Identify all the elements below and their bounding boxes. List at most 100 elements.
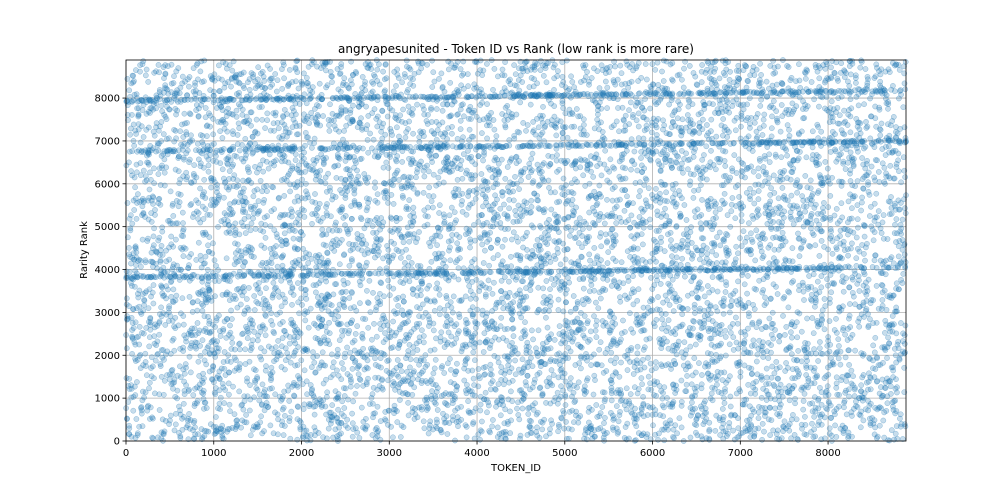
data-point <box>727 403 734 410</box>
data-point <box>243 296 250 302</box>
data-point <box>199 79 205 85</box>
data-point <box>516 129 522 136</box>
data-point <box>769 113 775 120</box>
data-point <box>471 256 478 263</box>
data-point <box>753 358 760 365</box>
data-point <box>513 212 520 219</box>
data-point <box>681 65 687 72</box>
data-point <box>527 101 534 108</box>
data-point <box>698 90 705 97</box>
data-point <box>252 85 259 92</box>
data-point <box>733 314 739 321</box>
data-point <box>631 268 638 274</box>
data-point <box>385 277 392 284</box>
data-point <box>502 236 508 243</box>
data-point <box>384 243 390 249</box>
data-point <box>782 332 788 338</box>
data-point <box>123 375 130 381</box>
data-point <box>848 71 854 78</box>
data-point <box>460 265 467 272</box>
data-point <box>123 345 130 352</box>
data-point <box>150 282 157 288</box>
data-point <box>460 134 466 141</box>
data-point <box>547 91 553 98</box>
data-point <box>463 211 470 218</box>
data-point <box>352 331 359 337</box>
data-point <box>634 297 641 304</box>
data-point <box>425 94 432 100</box>
data-point <box>333 175 340 181</box>
data-point <box>237 301 244 308</box>
data-point <box>593 334 600 340</box>
data-point <box>755 409 762 416</box>
data-point <box>416 371 423 378</box>
data-point <box>784 152 790 159</box>
data-point <box>828 289 835 296</box>
data-point <box>482 339 489 345</box>
data-point <box>858 394 865 400</box>
data-point <box>229 340 236 346</box>
data-point <box>188 201 195 207</box>
data-point <box>766 139 773 146</box>
data-point <box>151 225 157 232</box>
data-point <box>508 236 515 243</box>
data-point <box>152 321 159 328</box>
data-point <box>133 215 140 222</box>
data-point <box>411 231 417 237</box>
data-point <box>242 346 249 353</box>
data-point <box>191 162 198 168</box>
data-point <box>586 81 592 88</box>
data-point <box>319 226 326 233</box>
data-point <box>535 327 542 334</box>
data-point <box>740 67 747 74</box>
data-point <box>663 328 670 334</box>
data-point <box>346 327 353 334</box>
data-point <box>607 156 614 163</box>
data-point <box>276 293 283 300</box>
data-point <box>586 251 593 258</box>
data-point <box>516 186 522 192</box>
data-point <box>139 212 145 218</box>
data-point <box>735 250 741 257</box>
data-point <box>634 255 641 262</box>
data-point <box>833 434 840 440</box>
data-point <box>892 308 898 315</box>
data-point <box>887 383 894 390</box>
data-point <box>649 297 656 303</box>
data-point <box>572 165 579 172</box>
data-point <box>451 340 458 347</box>
data-point <box>821 326 828 333</box>
data-point <box>775 375 782 382</box>
data-point <box>491 210 498 216</box>
data-point <box>755 188 762 194</box>
data-point <box>195 358 202 365</box>
data-point <box>706 419 713 426</box>
data-point <box>856 288 863 294</box>
data-point <box>733 243 740 250</box>
data-point <box>580 116 587 123</box>
data-point <box>286 418 293 424</box>
data-point <box>639 169 645 175</box>
data-point <box>846 362 852 368</box>
data-point <box>543 278 550 284</box>
data-point <box>195 431 201 438</box>
data-point <box>698 225 705 231</box>
data-point <box>190 299 196 305</box>
data-point <box>262 332 269 339</box>
data-point <box>506 343 513 349</box>
data-point <box>732 412 738 419</box>
data-point <box>609 197 616 204</box>
data-point <box>469 304 476 311</box>
data-point <box>166 106 173 113</box>
data-point <box>484 135 490 142</box>
data-point <box>368 351 375 358</box>
data-point <box>406 65 413 71</box>
data-point <box>727 223 734 230</box>
data-point <box>588 431 595 437</box>
data-point <box>150 263 156 270</box>
data-point <box>661 437 668 444</box>
data-point <box>520 278 526 285</box>
data-point <box>222 179 229 185</box>
data-point <box>364 217 371 224</box>
data-point <box>659 363 665 370</box>
